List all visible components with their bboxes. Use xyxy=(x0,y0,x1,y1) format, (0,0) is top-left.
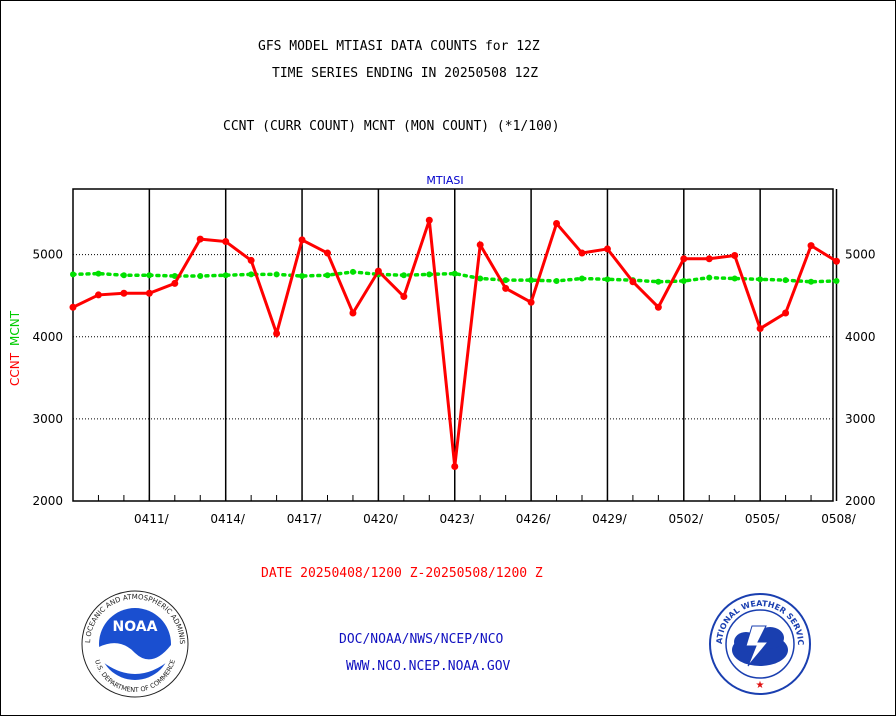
ylabel-mcnt: MCNT xyxy=(8,310,22,346)
ylabel-ccnt: CCNT xyxy=(8,352,22,386)
data-point-ccnt xyxy=(578,249,586,257)
data-point-mcnt xyxy=(299,273,306,280)
data-point-mcnt xyxy=(808,278,815,285)
doc-noaa-link[interactable]: DOC/NOAA/NWS/NCEP/NCO xyxy=(339,632,504,647)
chart-subtitle: CCNT (CURR COUNT) MCNT (MON COUNT) (*1/1… xyxy=(223,119,560,134)
data-point-mcnt xyxy=(579,275,585,282)
noaa-logo: NATIONAL OCEANIC AND ATMOSPHERIC ADMINIS… xyxy=(80,589,189,698)
data-point-ccnt xyxy=(120,289,128,297)
data-point-mcnt xyxy=(146,272,153,279)
data-point-ccnt xyxy=(69,303,77,311)
data-point-mcnt xyxy=(757,276,764,283)
data-point-ccnt xyxy=(629,278,637,286)
x-tick-label: 0417/ xyxy=(287,512,323,526)
y-tick-label-right: 3000 xyxy=(845,412,876,426)
x-tick-label: 0414/ xyxy=(210,512,246,526)
data-point-mcnt xyxy=(706,274,713,281)
data-point-ccnt xyxy=(94,291,102,299)
data-point-ccnt xyxy=(680,255,688,263)
nco-website-link[interactable]: WWW.NCO.NCEP.NOAA.GOV xyxy=(346,659,511,674)
data-point-ccnt xyxy=(654,303,662,311)
data-point-ccnt xyxy=(222,238,230,246)
x-tick-label: 0420/ xyxy=(363,512,399,526)
svg-text:★: ★ xyxy=(756,680,765,691)
x-tick-label: 0429/ xyxy=(592,512,628,526)
x-tick-label: 0423/ xyxy=(439,512,475,526)
data-point-ccnt xyxy=(476,241,484,249)
x-tick-label: 0502/ xyxy=(669,512,705,526)
data-point-ccnt xyxy=(273,330,281,338)
data-point-mcnt xyxy=(553,277,560,284)
data-point-ccnt xyxy=(374,267,382,275)
y-tick-label-left: 4000 xyxy=(32,330,63,344)
x-tick-label: 0508/ xyxy=(821,512,857,526)
data-point-ccnt xyxy=(247,256,255,264)
data-point-ccnt xyxy=(756,325,764,333)
data-point-ccnt xyxy=(502,284,510,292)
data-point-ccnt xyxy=(833,257,840,265)
data-point-ccnt xyxy=(603,245,611,253)
x-tick-label: 0411/ xyxy=(134,512,170,526)
data-point-mcnt xyxy=(604,276,611,283)
data-point-mcnt xyxy=(782,277,789,284)
data-point-ccnt xyxy=(171,279,179,287)
axes-layer: 2000 2000 3000 3000 4000 4000 5000 5000 0411/041… xyxy=(32,188,876,526)
series-layer xyxy=(69,216,840,471)
plot-title: MTIASI xyxy=(426,174,463,187)
data-point-ccnt xyxy=(196,235,204,243)
date-range: DATE 20250408/1200 Z-20250508/1200 Z xyxy=(261,566,543,581)
data-point-ccnt xyxy=(527,298,535,306)
x-tick-label: 0505/ xyxy=(745,512,781,526)
data-point-mcnt xyxy=(248,271,255,278)
x-tick-label: 0426/ xyxy=(516,512,552,526)
y-tick-label-left: 2000 xyxy=(32,494,63,508)
data-point-ccnt xyxy=(349,309,357,317)
data-point-ccnt xyxy=(807,242,815,250)
data-point-ccnt xyxy=(400,293,408,301)
data-point-ccnt xyxy=(145,289,153,297)
data-point-mcnt xyxy=(731,275,738,282)
data-point-mcnt xyxy=(197,273,204,280)
grid-layer xyxy=(73,189,838,501)
data-point-mcnt xyxy=(502,277,509,284)
data-point-mcnt xyxy=(833,277,840,284)
y-tick-label-right: 4000 xyxy=(845,330,876,344)
plot-border xyxy=(72,188,834,502)
data-point-ccnt xyxy=(451,463,459,471)
y-tick-label-left: 3000 xyxy=(32,412,63,426)
y-tick-label-right: 5000 xyxy=(845,248,876,262)
data-point-mcnt xyxy=(324,272,331,279)
data-point-mcnt xyxy=(477,275,484,282)
data-point-mcnt xyxy=(273,271,280,278)
nws-logo: ★ NATIONAL WEATHER SERVICE xyxy=(708,592,811,695)
data-point-mcnt xyxy=(120,272,127,279)
data-point-mcnt xyxy=(680,277,687,284)
data-point-ccnt xyxy=(425,216,433,224)
y-tick-label-left: 5000 xyxy=(32,248,63,262)
data-point-ccnt xyxy=(324,249,331,257)
data-point-ccnt xyxy=(705,255,713,263)
chart-title-line2: TIME SERIES ENDING IN 20250508 12Z xyxy=(272,66,539,81)
data-point-mcnt xyxy=(222,272,229,279)
data-point-mcnt xyxy=(349,268,356,275)
data-point-ccnt xyxy=(782,309,790,317)
data-point-ccnt xyxy=(553,219,561,227)
data-point-mcnt xyxy=(426,271,433,278)
data-point-mcnt xyxy=(95,270,102,277)
y-tick-label-right: 2000 xyxy=(845,494,876,508)
chart-title-line1: GFS MODEL MTIASI DATA COUNTS for 12Z xyxy=(258,39,540,54)
data-point-mcnt xyxy=(400,272,407,279)
data-point-mcnt xyxy=(655,278,662,285)
data-point-mcnt xyxy=(171,273,178,280)
data-point-mcnt xyxy=(70,271,76,278)
data-point-mcnt xyxy=(451,270,458,277)
data-point-ccnt xyxy=(298,236,306,244)
data-point-mcnt xyxy=(528,277,535,284)
noaa-logo-text: NOAA xyxy=(113,619,158,635)
data-point-ccnt xyxy=(731,252,739,260)
